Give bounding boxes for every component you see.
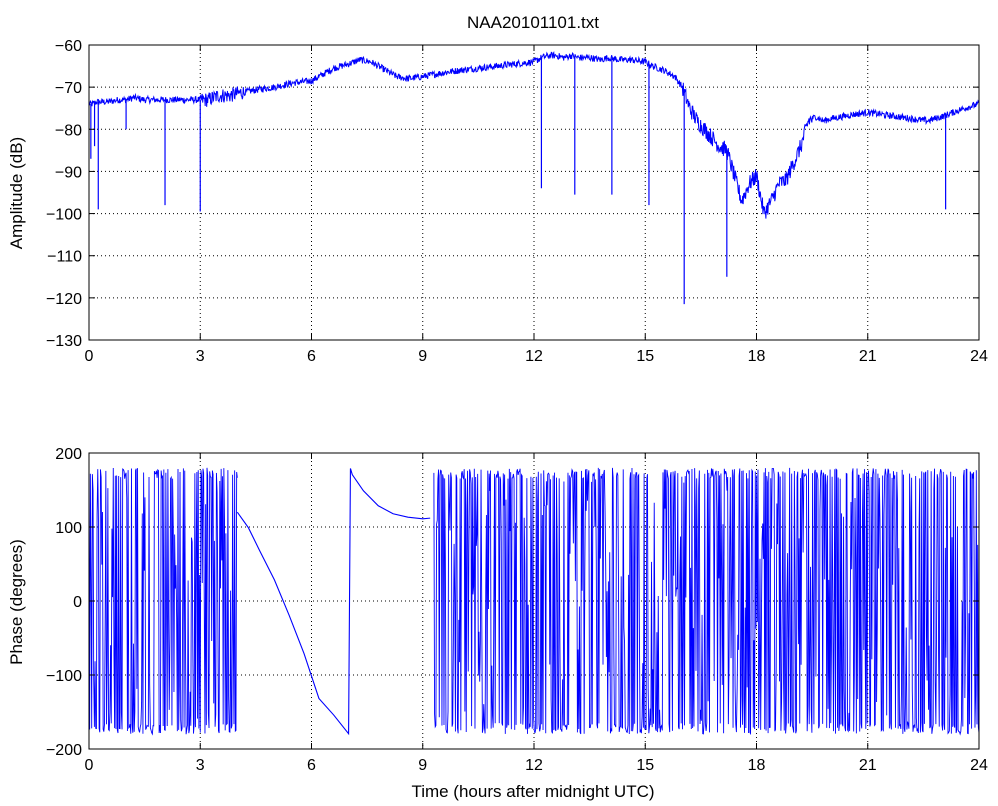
amplitude-series <box>88 50 980 305</box>
amplitude-x-tick-label: 24 <box>970 348 988 365</box>
figure-title: NAA20101101.txt <box>467 13 599 32</box>
phase-series <box>88 467 980 736</box>
phase-noise-band <box>433 467 980 736</box>
phase-x-axis-label: Time (hours after midnight UTC) <box>411 782 654 801</box>
phase-x-tick-label: 15 <box>636 757 654 774</box>
amplitude-y-tick-label: −110 <box>47 249 82 266</box>
amplitude-x-tick-label: 3 <box>196 348 205 365</box>
amplitude-x-tick-label: 18 <box>748 348 766 365</box>
amplitude-y-axis-label: Amplitude (dB) <box>7 137 26 249</box>
amplitude-y-tick-label: −100 <box>46 207 82 224</box>
phase-x-tick-label: 3 <box>196 757 205 774</box>
amplitude-y-tick-label: −130 <box>46 333 82 350</box>
amplitude-y-tick-label: −70 <box>55 80 82 97</box>
phase-x-tick-label: 21 <box>859 757 877 774</box>
phase-y-axis-label: Phase (degrees) <box>7 539 26 665</box>
amplitude-y-tick-label: −60 <box>55 38 82 55</box>
phase-line <box>236 468 431 736</box>
amplitude-ticks: 0 3 6 9 12 15 18 21 24 −60 −70 −80 −90 −100 −110 −120 −1… <box>46 38 988 365</box>
amplitude-panel: NAA20101101.txt 0 3 6 9 12 15 18 21 24 −60 −70 −80 −… <box>7 13 988 365</box>
phase-y-tick-label: 0 <box>73 594 82 611</box>
phase-y-tick-label: −100 <box>46 668 82 685</box>
amplitude-x-tick-label: 0 <box>85 348 94 365</box>
phase-x-tick-label: 12 <box>525 757 543 774</box>
amplitude-x-tick-label: 9 <box>418 348 427 365</box>
amplitude-line <box>88 50 980 219</box>
phase-y-tick-label: 100 <box>55 520 82 537</box>
phase-x-tick-label: 0 <box>85 757 94 774</box>
amplitude-y-tick-label: −120 <box>46 291 82 308</box>
phase-noise-band <box>88 467 238 736</box>
phase-x-tick-label: 6 <box>307 757 316 774</box>
amplitude-x-tick-label: 21 <box>859 348 877 365</box>
amplitude-x-tick-label: 12 <box>525 348 543 365</box>
phase-y-tick-label: 200 <box>55 446 82 463</box>
amplitude-x-tick-label: 6 <box>307 348 316 365</box>
phase-y-tick-label: −200 <box>46 742 82 759</box>
phase-x-tick-label: 18 <box>748 757 766 774</box>
phase-panel: 0 3 6 9 12 15 18 21 24 200 100 0 −100 −200 Phase (deg… <box>7 446 988 801</box>
phase-x-tick-label: 24 <box>970 757 988 774</box>
phase-x-tick-label: 9 <box>418 757 427 774</box>
phase-ticks: 0 3 6 9 12 15 18 21 24 200 100 0 −100 −200 <box>46 446 988 774</box>
amplitude-y-tick-label: −80 <box>55 122 82 139</box>
amplitude-y-tick-label: −90 <box>55 164 82 181</box>
amplitude-x-tick-label: 15 <box>636 348 654 365</box>
